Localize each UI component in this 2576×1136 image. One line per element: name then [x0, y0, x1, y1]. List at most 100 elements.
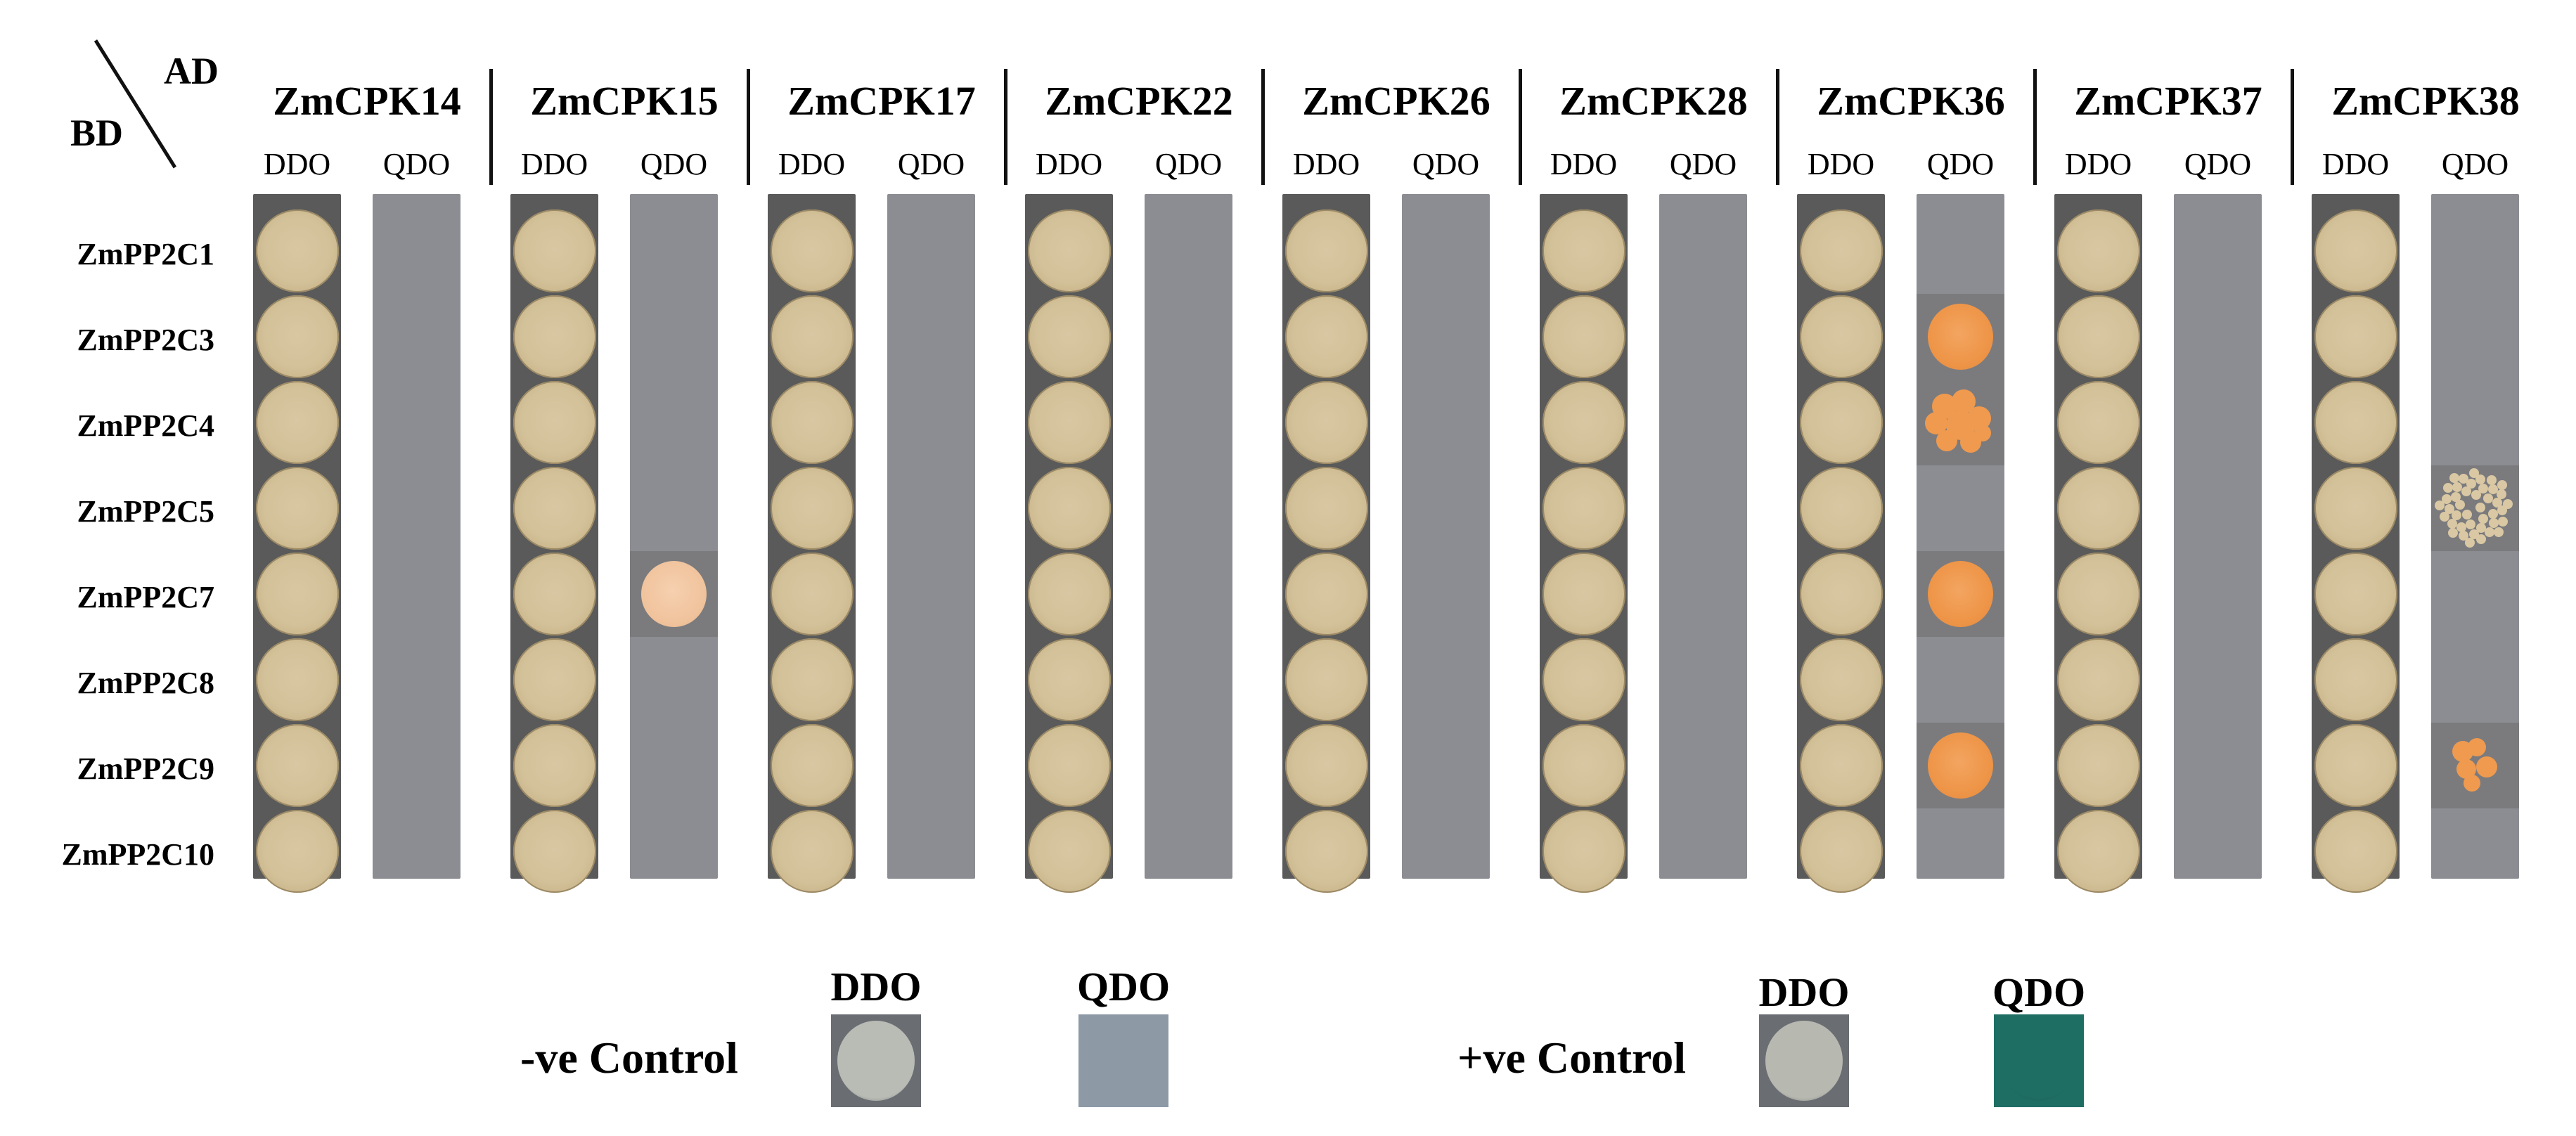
row-label-bd: ZmPP2C4: [77, 408, 214, 443]
negative-ddo-colony: [837, 1021, 915, 1101]
ddo-sublabel: DDO: [1807, 147, 1875, 181]
ddo-colony: [770, 553, 854, 635]
ddo-colony: [2314, 724, 2397, 807]
qdo-speck: [2451, 510, 2461, 521]
ddo-sublabel: DDO: [2321, 147, 2390, 181]
ddo-colony: [2314, 467, 2397, 550]
ddo-sublabel: DDO: [520, 147, 588, 181]
ddo-colony: [2056, 381, 2140, 464]
qdo-speck: [2447, 519, 2457, 529]
qdo-speck: [2449, 472, 2459, 483]
qdo-sublabel: QDO: [640, 147, 708, 181]
qdo-speck: [2439, 511, 2449, 522]
qdo-sublabel: QDO: [1412, 147, 1480, 181]
qdo-speck: [2475, 503, 2485, 512]
qdo-speck: [2442, 483, 2453, 493]
ddo-colony: [1284, 209, 1368, 292]
ddo-sublabel: DDO: [2064, 147, 2132, 181]
ddo-colony: [255, 553, 339, 635]
qdo-speck: [2483, 493, 2494, 504]
ddo-colony: [255, 724, 339, 807]
ddo-colony: [2056, 467, 2140, 550]
negative-ddo-label: DDO: [830, 964, 922, 1009]
qdo-speck: [2468, 468, 2479, 479]
ddo-colony: [1284, 295, 1368, 378]
ddo-colony: [513, 295, 596, 378]
ddo-sublabel: DDO: [1550, 147, 1618, 181]
qdo-cluster: [2476, 756, 2497, 777]
ddo-colony: [770, 381, 854, 464]
negative-qdo-tile: [1078, 1014, 1168, 1107]
ddo-colony: [513, 638, 596, 721]
qdo-speck: [2485, 527, 2495, 538]
column-title-ad: ZmCPK38: [2331, 78, 2520, 124]
qdo-speck: [2466, 479, 2477, 489]
ddo-colony: [513, 724, 596, 807]
column-title-ad: ZmCPK36: [1817, 78, 2005, 124]
ddo-colony: [770, 724, 854, 807]
column-title-ad: ZmCPK17: [787, 78, 976, 124]
qdo-speck: [2461, 486, 2471, 497]
qdo-speck: [2465, 519, 2475, 529]
ddo-colony: [1542, 553, 1625, 635]
column-title-ad: ZmCPK37: [2074, 78, 2262, 124]
qdo-sublabel: QDO: [2441, 147, 2509, 181]
ddo-colony: [1799, 209, 1883, 292]
qdo-strip: [373, 194, 461, 879]
ddo-colony: [255, 209, 339, 292]
row-label-bd: ZmPP2C9: [77, 751, 214, 786]
column-separator: [1261, 69, 1265, 185]
ddo-sublabel: DDO: [778, 147, 846, 181]
ddo-sublabel: DDO: [1292, 147, 1360, 181]
qdo-speck: [2497, 489, 2507, 500]
qdo-sublabel: QDO: [1669, 147, 1737, 181]
ddo-colony: [2056, 638, 2140, 721]
qdo-speck: [2454, 500, 2465, 510]
qdo-speck: [2489, 518, 2499, 529]
qdo-cluster: [2464, 775, 2480, 792]
qdo-colony-lump: [1936, 430, 1957, 451]
ddo-colony: [1542, 295, 1625, 378]
qdo-cluster: [2468, 738, 2486, 756]
ddo-colony: [2056, 209, 2140, 292]
qdo-speck: [2450, 491, 2461, 502]
ddo-colony: [770, 467, 854, 550]
qdo-sublabel: QDO: [382, 147, 451, 181]
qdo-speck: [2487, 484, 2498, 494]
ddo-colony: [1284, 467, 1368, 550]
qdo-strip: [1145, 194, 1232, 879]
column-separator: [1004, 69, 1007, 185]
qdo-strip: [630, 194, 718, 879]
qdo-speck: [2478, 484, 2489, 494]
positive-ddo-colony: [1765, 1021, 1843, 1101]
qdo-colony: [1928, 561, 1993, 627]
positive-qdo-label: QDO: [1992, 969, 2086, 1015]
ddo-colony: [2314, 381, 2397, 464]
ddo-colony: [1027, 209, 1111, 292]
qdo-speck: [2462, 510, 2473, 519]
row-label-bd: ZmPP2C3: [77, 323, 214, 357]
bd-header-label: BD: [70, 112, 124, 154]
qdo-speck: [2498, 516, 2508, 527]
ddo-colony: [513, 467, 596, 550]
ddo-colony: [770, 810, 854, 893]
row-label-bd: ZmPP2C8: [77, 666, 214, 700]
ddo-colony: [1027, 381, 1111, 464]
qdo-speck: [2503, 498, 2513, 509]
ddo-colony: [513, 810, 596, 893]
qdo-colony: [641, 561, 707, 627]
positive-control-label: +ve Control: [1457, 1033, 1687, 1083]
ddo-colony: [1027, 724, 1111, 807]
ddo-colony: [513, 553, 596, 635]
ddo-colony: [1542, 810, 1625, 893]
positive-qdo-colony: [2000, 1021, 2078, 1101]
ddo-colony: [1027, 295, 1111, 378]
qdo-colony: [1928, 304, 1993, 370]
qdo-speck: [2435, 501, 2445, 511]
qdo-sublabel: QDO: [2184, 147, 2252, 181]
ddo-colony: [1027, 553, 1111, 635]
ddo-colony: [770, 638, 854, 721]
qdo-sublabel: QDO: [1926, 147, 1995, 181]
qdo-speck: [2486, 475, 2497, 485]
ddo-colony: [1027, 810, 1111, 893]
